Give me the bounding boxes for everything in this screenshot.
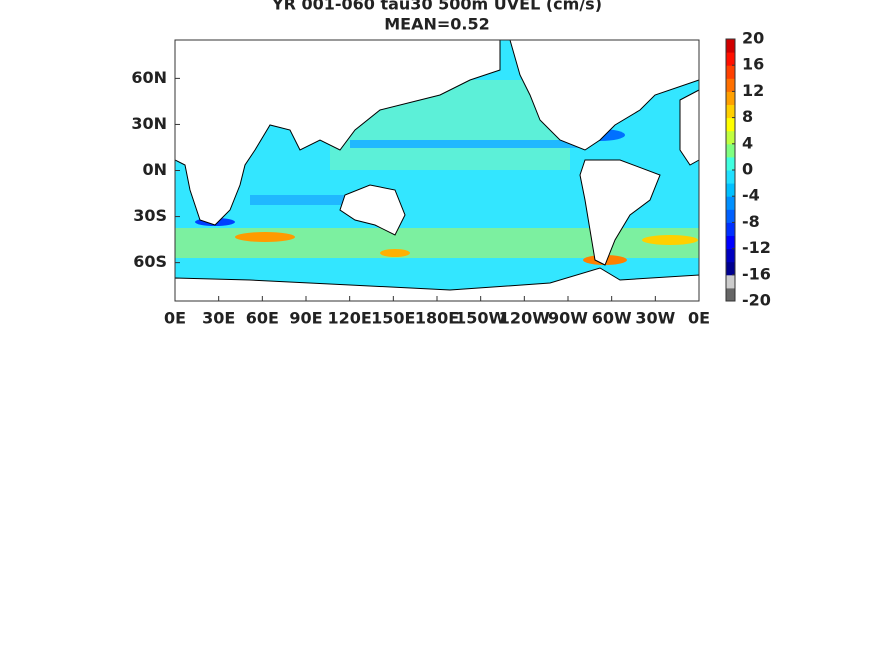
field-patch: [380, 249, 410, 257]
colorbar-segment: [726, 130, 735, 145]
land-eurasia-africa: [174, 39, 501, 226]
colorbar-segment: [726, 117, 735, 132]
colorbar-segment: [726, 287, 735, 302]
colorbar-segment: [726, 235, 735, 250]
x-tick-label: 90E: [289, 309, 322, 328]
colorbar-tick-label: 4: [742, 133, 753, 152]
colorbar-tick-label: -8: [742, 212, 760, 231]
colorbar-segment: [726, 78, 735, 92]
x-tick-label: 30E: [202, 309, 235, 328]
colorbar-segment: [726, 39, 735, 53]
y-tick-label: 0N: [142, 160, 167, 179]
colorbar-segment: [726, 183, 735, 197]
colorbar-tick-label: 16: [742, 55, 764, 74]
x-tick-label: 120E: [328, 309, 372, 328]
colorbar-tick-label: 20: [742, 29, 764, 48]
colorbar-segment: [726, 104, 735, 119]
y-tick-label: 30N: [131, 114, 167, 133]
colorbar-tick-label: -12: [742, 238, 771, 257]
field-patch: [250, 195, 350, 205]
x-tick-label: 150E: [371, 309, 415, 328]
x-tick-label: 0E: [164, 309, 186, 328]
colorbar-segment: [726, 209, 735, 223]
colorbar-segment: [726, 156, 735, 171]
x-tick-label: 120W: [499, 309, 550, 328]
colorbar-segment: [726, 196, 735, 210]
field-patch: [642, 235, 698, 245]
x-tick-label: 60W: [592, 309, 632, 328]
chart-title: YR 001-060 tau30 500m UVEL (cm/s): [271, 0, 602, 14]
x-tick-label: 150W: [455, 309, 506, 328]
y-tick-label: 60S: [133, 252, 167, 271]
colorbar-segment: [726, 248, 735, 263]
x-tick-label: 30W: [635, 309, 675, 328]
land-south-america: [579, 159, 661, 266]
map-field: [174, 39, 700, 302]
colorbar-segment: [726, 91, 735, 105]
land-australia: [339, 184, 406, 236]
y-tick-label: 30S: [133, 206, 167, 225]
colorbar-segment: [726, 274, 735, 289]
colorbar-segment: [726, 222, 735, 236]
x-tick-label: 180E: [415, 309, 459, 328]
colorbar-tick-label: -4: [742, 186, 760, 205]
y-tick-label: 60N: [131, 68, 167, 87]
colorbar-segment: [726, 52, 735, 66]
colorbar-segment: [726, 170, 735, 184]
colorbar-tick-label: 8: [742, 107, 753, 126]
land-europe: [679, 89, 700, 166]
field-patch: [350, 140, 580, 148]
colorbar-segment: [726, 65, 735, 79]
x-tick-label: 90W: [548, 309, 588, 328]
colorbar-tick-label: -16: [742, 264, 771, 283]
colorbar-tick-label: 0: [742, 160, 753, 179]
colorbar-segment: [726, 261, 735, 276]
x-tick-label: 60E: [246, 309, 279, 328]
colorbar-tick-label: -20: [742, 291, 771, 310]
colorbar-segment: [726, 143, 735, 158]
chart-subtitle: MEAN=0.52: [384, 15, 490, 34]
colorbar-tick-label: 12: [742, 81, 764, 100]
x-tick-label: 0E: [688, 309, 710, 328]
field-patch: [235, 232, 295, 242]
